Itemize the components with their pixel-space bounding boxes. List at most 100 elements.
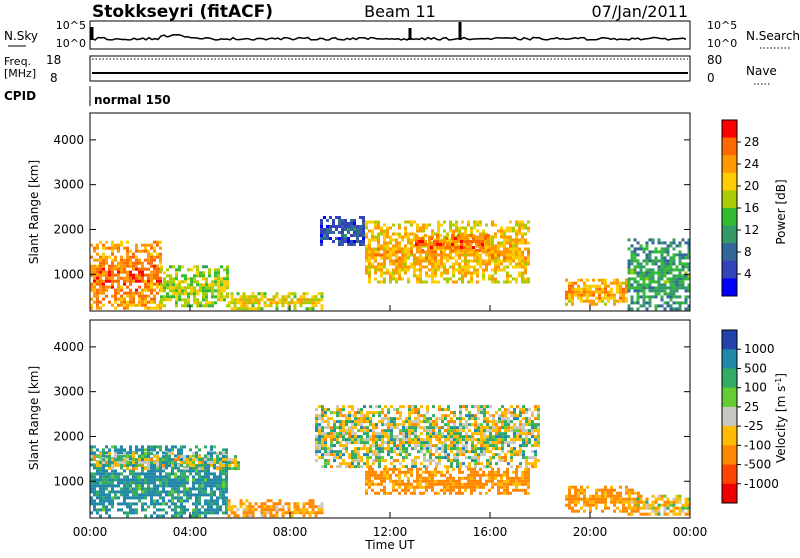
- heatmap-cell: [228, 458, 231, 462]
- heatmap-cell: [318, 423, 321, 427]
- heatmap-cell: [413, 238, 416, 242]
- heatmap-cell: [458, 479, 461, 483]
- heatmap-cell: [371, 232, 374, 236]
- heatmap-cell: [150, 461, 153, 465]
- heatmap-cell: [500, 235, 503, 239]
- heatmap-cell: [117, 461, 120, 465]
- heatmap-cell: [507, 441, 510, 445]
- heatmap-cell: [156, 502, 159, 506]
- heatmap-cell: [458, 277, 461, 281]
- heatmap-cell: [198, 493, 201, 497]
- heatmap-cell: [627, 289, 631, 293]
- heatmap-cell: [225, 469, 228, 473]
- heatmap-cell: [506, 280, 509, 284]
- heatmap-cell: [398, 226, 401, 230]
- heatmap-cell: [411, 420, 414, 424]
- heatmap-cell: [392, 485, 395, 489]
- colorbar-tick-label: 4: [744, 267, 752, 281]
- heatmap-cell: [123, 499, 126, 503]
- heatmap-cell: [192, 464, 195, 468]
- heatmap-cell: [475, 237, 478, 240]
- heatmap-cell: [447, 444, 450, 448]
- heatmap-cell: [672, 506, 676, 510]
- heatmap-cell: [135, 288, 138, 292]
- heatmap-cell: [338, 216, 341, 219]
- heatmap-cell: [129, 288, 132, 292]
- heatmap-cell: [333, 459, 336, 463]
- heatmap-cell: [434, 259, 437, 263]
- heatmap-cell: [260, 295, 264, 299]
- heatmap-cell: [503, 244, 506, 248]
- heatmap-cell: [413, 220, 416, 224]
- heatmap-cell: [449, 482, 452, 486]
- heatmap-cell: [401, 470, 404, 474]
- heatmap-cell: [111, 496, 114, 500]
- heatmap-cell: [123, 469, 126, 473]
- heatmap-cell: [425, 274, 428, 278]
- heatmap-cell: [336, 435, 339, 439]
- heatmap-cell: [627, 247, 631, 251]
- heatmap-cell: [470, 274, 473, 278]
- heatmap-cell: [390, 432, 393, 436]
- heatmap-cell: [383, 235, 386, 239]
- heatmap-cell: [226, 268, 229, 272]
- heatmap-cell: [628, 497, 631, 501]
- heatmap-cell: [196, 298, 199, 302]
- heatmap-cell: [419, 473, 422, 477]
- heatmap-cell: [177, 496, 180, 500]
- heatmap-cell: [386, 253, 389, 257]
- heatmap-cell: [651, 271, 655, 275]
- heatmap-cell: [408, 432, 411, 436]
- heatmap-cell: [330, 435, 333, 439]
- heatmap-cell: [226, 271, 229, 275]
- heatmap-cell: [456, 453, 459, 457]
- heatmap-cell: [96, 484, 99, 488]
- heatmap-cell: [177, 511, 180, 515]
- heatmap-cell: [449, 229, 452, 233]
- heatmap-cell: [441, 456, 444, 460]
- heatmap-cell: [335, 216, 338, 219]
- heatmap-cell: [275, 505, 279, 509]
- heatmap-cell: [402, 420, 405, 424]
- heatmap-cell: [470, 277, 473, 281]
- heatmap-cell: [506, 265, 509, 269]
- heatmap-cell: [610, 494, 613, 498]
- heatmap-cell: [630, 295, 634, 299]
- velocity-colorbar-label-sup: -1: [774, 378, 783, 386]
- heatmap-cell: [105, 511, 108, 515]
- heatmap-cell: [216, 475, 219, 479]
- heatmap-cell: [169, 286, 172, 290]
- heatmap-cell: [411, 408, 414, 412]
- heatmap-cell: [327, 423, 330, 427]
- heatmap-cell: [467, 262, 470, 266]
- heatmap-cell: [407, 241, 410, 245]
- heatmap-cell: [377, 280, 380, 284]
- heatmap-cell: [138, 478, 141, 482]
- heatmap-cell: [487, 240, 490, 243]
- heatmap-cell: [327, 453, 330, 457]
- heatmap-cell: [634, 506, 637, 510]
- heatmap-cell: [177, 458, 180, 462]
- heatmap-cell: [387, 429, 390, 433]
- heatmap-cell: [251, 298, 255, 302]
- heatmap-cell: [486, 411, 489, 415]
- heatmap-cell: [426, 444, 429, 448]
- heatmap-cell: [190, 289, 193, 293]
- heatmap-cell: [434, 473, 437, 477]
- heatmap-cell: [528, 420, 531, 424]
- heatmap-cell: [619, 293, 622, 297]
- heatmap-cell: [363, 453, 366, 457]
- heatmap-cell: [408, 435, 411, 439]
- heatmap-cell: [369, 456, 372, 460]
- heatmap-cell: [604, 506, 607, 510]
- heatmap-cell: [509, 229, 512, 233]
- heatmap-cell: [135, 267, 138, 271]
- heatmap-cell: [156, 484, 159, 488]
- heatmap-cell: [645, 274, 649, 278]
- heatmap-cell: [90, 472, 93, 476]
- heatmap-cell: [446, 259, 449, 263]
- heatmap-cell: [345, 438, 348, 442]
- heatmap-cell: [492, 414, 495, 418]
- heatmap-cell: [625, 506, 628, 510]
- heatmap-cell: [237, 461, 240, 465]
